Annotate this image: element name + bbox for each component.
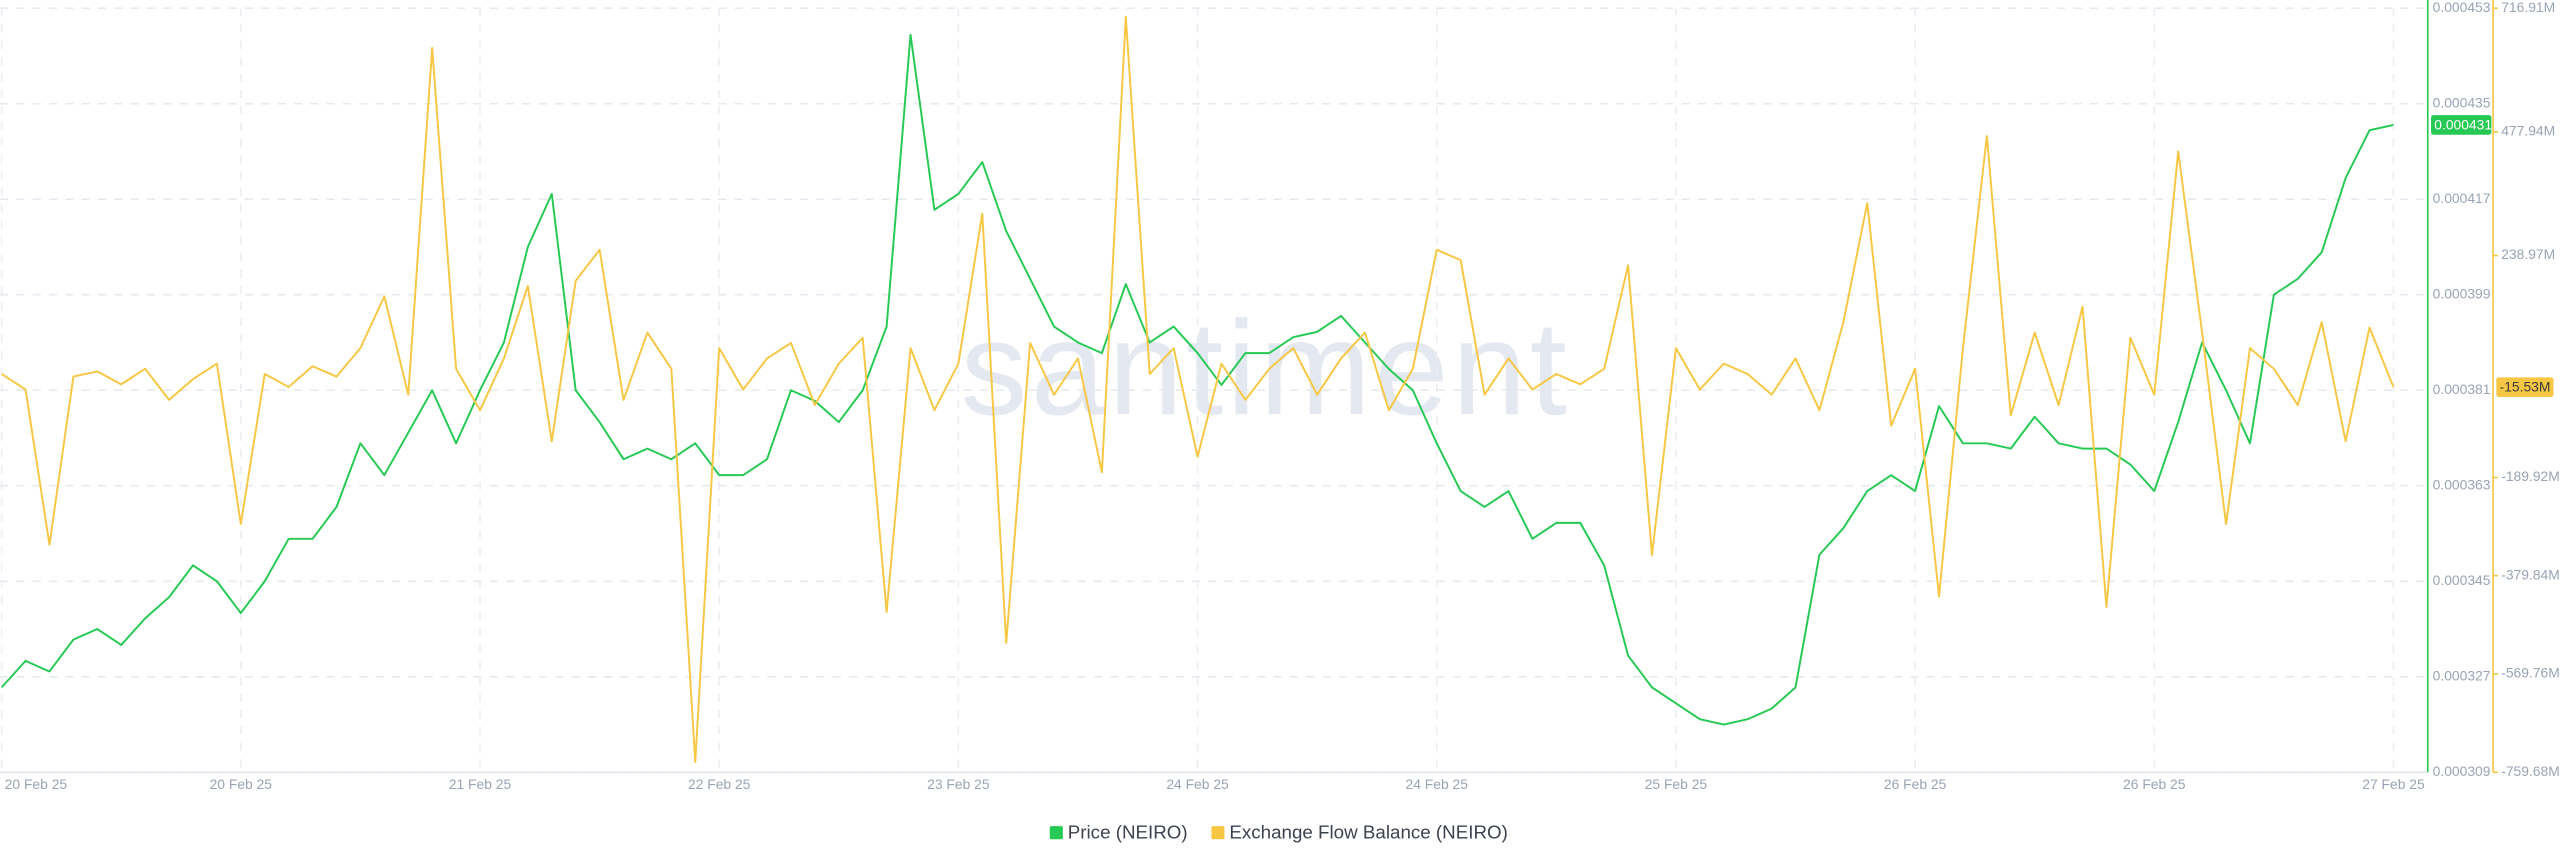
y-tick-label: 0.000453 (2433, 0, 2491, 15)
y-tick-label: 0.000435 (2433, 94, 2491, 110)
x-tick-label: 23 Feb 25 (927, 776, 990, 792)
x-tick-label: 24 Feb 25 (1166, 776, 1229, 792)
y2-tick-label: -189.92M (2501, 468, 2560, 484)
y2-tick-label: -759.68M (2501, 763, 2560, 779)
x-tick-label: 26 Feb 25 (2123, 776, 2186, 792)
legend-label: Price (NEIRO) (1068, 821, 1188, 842)
y-tick-label: 0.000399 (2433, 285, 2491, 301)
x-tick-label: 20 Feb 25 (5, 776, 68, 792)
y2-tick-label: -379.84M (2501, 566, 2560, 582)
series-line (0, 33, 2394, 726)
series-line (1, 15, 2395, 764)
y2-tick-label: 238.97M (2501, 246, 2555, 262)
grid (0, 7, 2428, 774)
x-tick-label: 22 Feb 25 (688, 776, 751, 792)
legend-swatch (1049, 826, 1063, 840)
legend-label: Exchange Flow Balance (NEIRO) (1229, 821, 1507, 842)
current-value-label: 0.000431 (2434, 116, 2492, 132)
x-tick-label: 25 Feb 25 (1645, 776, 1708, 792)
x-tick-label: 27 Feb 25 (2362, 776, 2425, 792)
watermark: santiment (960, 294, 1570, 443)
axes: 0.000309 0.000327 0.000345 0.000363 0.000381… (0, 0, 2560, 792)
y-tick-label: 0.000309 (2433, 763, 2491, 779)
x-tick-label: 20 Feb 25 (210, 776, 273, 792)
y-tick-label: 0.000345 (2433, 572, 2491, 588)
x-tick-label: 26 Feb 25 (1884, 776, 1947, 792)
y-tick-label: 0.000381 (2433, 381, 2491, 397)
y-tick-label: 0.000417 (2433, 190, 2491, 206)
y2-tick-label: -569.76M (2501, 665, 2560, 681)
x-tick-label: 24 Feb 25 (1406, 776, 1469, 792)
lines (0, 15, 2395, 764)
current-value-badge (2431, 115, 2492, 135)
current-value-badge (2496, 377, 2554, 398)
y2-tick-label: 716.91M (2501, 0, 2555, 15)
current-value-label: -15.53M (2500, 379, 2551, 395)
y-tick-label: 0.000363 (2433, 476, 2491, 492)
legend-swatch (1211, 826, 1225, 840)
y-tick-label: 0.000327 (2433, 667, 2491, 683)
x-tick-label: 21 Feb 25 (449, 776, 512, 792)
y2-tick-label: 477.94M (2501, 123, 2555, 139)
